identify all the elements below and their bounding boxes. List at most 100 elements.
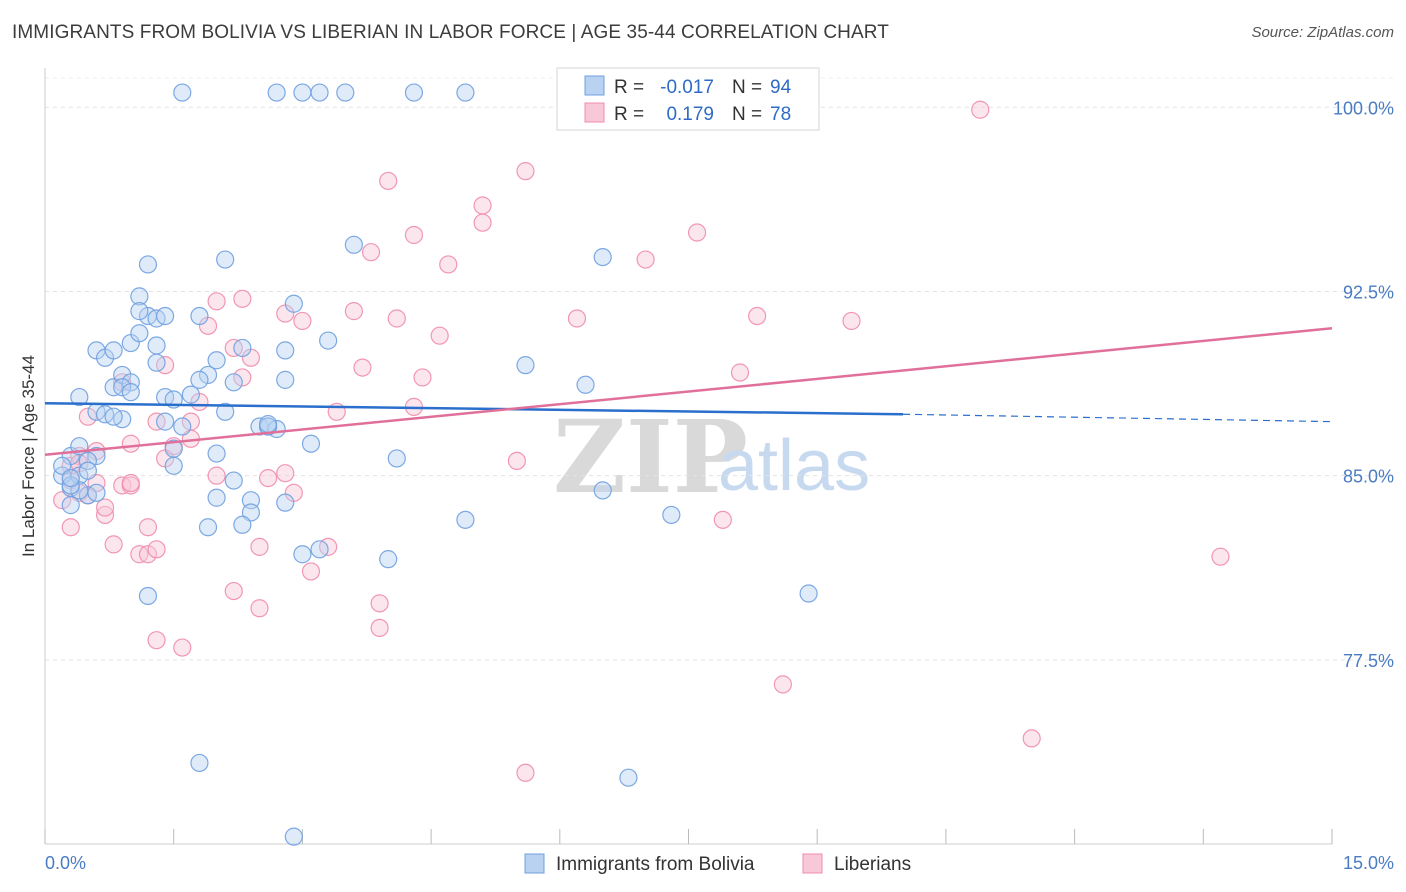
scatter-point	[516, 356, 535, 375]
scatter-point	[687, 223, 707, 242]
scatter-point	[198, 518, 218, 537]
scatter-point	[361, 243, 381, 262]
bottom-legend-label-bolivia: Immigrants from Bolivia	[556, 854, 755, 875]
scatter-point	[593, 247, 612, 267]
scatter-point	[1211, 547, 1230, 566]
series-bolivia-points	[53, 83, 818, 846]
scatter-point	[730, 363, 750, 382]
scatter-point	[190, 753, 209, 773]
scatter-point	[61, 469, 80, 488]
scatter-point	[258, 469, 278, 488]
scatter-point	[1022, 729, 1041, 748]
scatter-point	[379, 550, 398, 569]
y-tick-label: 85.0%	[1343, 467, 1394, 487]
legend-r-value-1: -0.017	[660, 77, 714, 98]
scatter-point	[121, 373, 140, 392]
scatter-point	[276, 341, 295, 360]
scatter-point	[164, 456, 183, 475]
scatter-point	[379, 171, 398, 191]
scatter-point	[370, 594, 389, 613]
scatter-point	[387, 309, 406, 328]
scatter-point	[87, 446, 106, 466]
x-ticks	[44, 829, 1333, 844]
scatter-point	[95, 505, 115, 525]
scatter-point	[284, 827, 303, 846]
scatter-point	[207, 466, 226, 485]
scatter-point	[241, 503, 261, 522]
trend-line-liberians	[44, 327, 1333, 457]
scatter-point	[310, 540, 329, 559]
scatter-point	[842, 311, 861, 331]
y-tick-label: 92.5%	[1343, 282, 1394, 302]
bottom-legend-label-liberians: Liberians	[834, 854, 911, 875]
scatter-point	[147, 631, 166, 650]
legend-r-value-2: 0.179	[666, 104, 714, 125]
scatter-point	[78, 451, 98, 471]
y-tick-labels: 77.5% 85.0% 92.5% 100.0%	[1333, 98, 1394, 671]
scatter-point	[439, 255, 458, 274]
scatter-point	[121, 383, 140, 402]
scatter-point	[748, 306, 767, 326]
scatter-point	[301, 434, 321, 453]
scatter-point	[233, 338, 252, 358]
scatter-point	[319, 331, 338, 350]
scatter-point	[70, 387, 89, 407]
scatter-point	[130, 324, 149, 343]
scatter-point	[276, 464, 295, 483]
scatter-point	[173, 417, 192, 436]
scatter-point	[456, 83, 475, 102]
scatter-point	[404, 83, 424, 102]
legend-swatch-bolivia	[584, 75, 605, 96]
scatter-point	[662, 505, 681, 525]
scatter-point	[224, 373, 243, 392]
scatter-point	[181, 385, 200, 404]
scatter-point	[516, 763, 535, 782]
bottom-legend-swatch-bolivia	[524, 853, 545, 874]
scatter-point	[430, 326, 449, 345]
scatter-point	[799, 584, 818, 603]
scatter-point	[104, 407, 123, 426]
scatter-point	[216, 402, 235, 421]
chart-title: IMMIGRANTS FROM BOLIVIA VS LIBERIAN IN L…	[12, 22, 889, 43]
scatter-point	[104, 341, 123, 360]
scatter-point	[173, 638, 192, 657]
legend-n-value-1: 94	[770, 77, 792, 98]
watermark-zip: ZIP	[553, 398, 748, 516]
scatter-point	[636, 250, 655, 269]
scatter-point	[507, 451, 527, 471]
scatter-point	[619, 768, 638, 787]
scatter-point	[138, 586, 158, 606]
source-label: Source: ZipAtlas.com	[1251, 24, 1394, 41]
scatter-point	[413, 368, 432, 387]
scatter-point	[198, 365, 218, 385]
scatter-point	[267, 83, 286, 102]
scatter-point	[121, 473, 140, 493]
scatter-point	[190, 306, 209, 326]
scatter-point	[276, 493, 295, 512]
legend-n-label-2: N =	[732, 104, 762, 125]
scatter-point	[387, 449, 406, 468]
scatter-point	[53, 491, 72, 510]
trend-line-bolivia-extension	[902, 413, 1333, 423]
scatter-point	[224, 581, 243, 601]
legend-r-label-2: R =	[614, 104, 644, 125]
watermark-atlas: atlas	[718, 426, 870, 506]
scatter-point	[87, 473, 106, 493]
scatter-point	[250, 537, 269, 556]
scatter-point	[173, 83, 192, 102]
scatter-point	[473, 213, 492, 232]
legend-r-label-1: R =	[614, 77, 644, 98]
scatter-point	[138, 255, 158, 274]
scatter-point	[207, 444, 226, 463]
scatter-point	[567, 309, 587, 328]
scatter-point	[190, 370, 209, 389]
scatter-point	[971, 100, 990, 119]
y-tick-label: 100.0%	[1333, 98, 1394, 118]
scatter-point	[216, 250, 235, 269]
scatter-point	[207, 488, 226, 507]
scatter-point	[344, 235, 363, 254]
gridlines	[45, 77, 1394, 661]
scatter-point	[773, 675, 792, 694]
scatter-point	[138, 545, 158, 564]
